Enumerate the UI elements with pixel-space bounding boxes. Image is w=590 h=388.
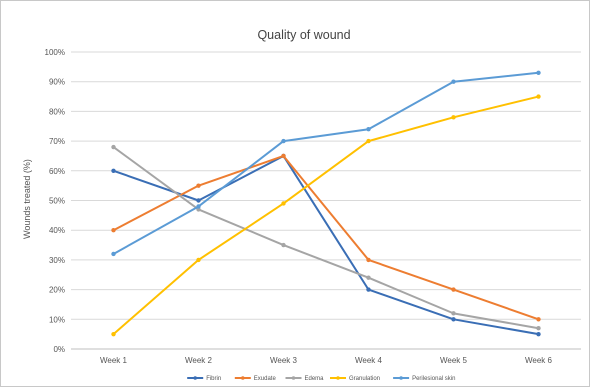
y-tick-label: 10% xyxy=(49,315,65,324)
x-tick-label: Week 5 xyxy=(440,356,468,365)
x-tick-label: Week 3 xyxy=(270,356,298,365)
y-tick-label: 60% xyxy=(49,167,65,176)
legend-item-exudate: Exudate xyxy=(234,376,277,382)
data-point-granulation xyxy=(196,257,201,263)
data-point-fibrin xyxy=(111,168,116,173)
data-point-perilesional-skin xyxy=(281,138,286,144)
data-point-fibrin xyxy=(196,198,201,203)
data-point-edema xyxy=(536,326,541,331)
legend-marker xyxy=(291,376,296,380)
data-point-exudate xyxy=(196,183,201,188)
chart-title: Quality of wound xyxy=(257,28,350,42)
legend-item-granulation: Granulation xyxy=(330,376,380,382)
data-point-edema xyxy=(111,144,116,150)
data-point-exudate xyxy=(281,153,286,159)
series-line-perilesional-skin xyxy=(112,71,540,255)
legend-marker xyxy=(241,376,245,380)
x-tick-label: Week 1 xyxy=(100,356,128,365)
data-point-perilesional-skin xyxy=(366,127,371,132)
y-tick-label: 70% xyxy=(49,137,65,146)
data-point-granulation xyxy=(366,138,371,144)
series-perilesional-skin xyxy=(111,70,541,257)
data-point-exudate xyxy=(366,257,371,263)
y-axis-label: Wounds treated (%) xyxy=(22,159,32,239)
legend-marker xyxy=(336,376,340,380)
data-point-edema xyxy=(366,275,371,280)
series-fibrin xyxy=(111,153,541,337)
y-tick-label: 80% xyxy=(49,107,65,116)
y-tick-label: 40% xyxy=(49,226,65,235)
series-line-edema xyxy=(112,146,540,330)
legend-label: Granulation xyxy=(349,376,380,382)
data-point-exudate xyxy=(451,287,456,292)
legend-label: Exudate xyxy=(254,376,277,382)
data-point-fibrin xyxy=(451,317,456,322)
x-tick-labels: Week 1 Week 2 Week 3 Week 4 Week 5 Week 6 xyxy=(100,356,553,365)
legend-marker xyxy=(399,376,403,380)
legend-item-edema: Edema xyxy=(285,376,325,382)
data-point-granulation xyxy=(111,331,116,337)
data-point-exudate xyxy=(536,317,541,322)
legend-item-fibrin: Fibrin xyxy=(187,376,221,382)
data-point-edema xyxy=(451,311,456,316)
y-tick-label: 30% xyxy=(49,256,65,265)
x-tick-label: Week 6 xyxy=(525,356,553,365)
legend-item-perilesional-skin: Perilesional skin xyxy=(393,376,455,382)
legend-label: Fibrin xyxy=(206,376,221,382)
data-point-granulation xyxy=(536,94,541,99)
y-tick-label: 90% xyxy=(49,78,65,87)
x-tick-label: Week 2 xyxy=(185,356,213,365)
series-granulation xyxy=(111,94,541,337)
series-line-fibrin xyxy=(112,154,540,336)
y-tick-label: 50% xyxy=(49,197,65,206)
series-edema xyxy=(111,144,541,331)
series-exudate xyxy=(111,153,541,322)
data-point-granulation xyxy=(451,115,456,120)
y-tick-labels: 0% 10% 20% 30% 40% 50% 60% 70% 80% 90% 100% xyxy=(45,48,65,354)
data-point-perilesional-skin xyxy=(111,251,116,257)
legend-marker xyxy=(193,376,197,380)
data-point-granulation xyxy=(281,201,286,206)
x-tick-label: Week 4 xyxy=(355,356,383,365)
data-point-perilesional-skin xyxy=(536,70,541,75)
y-tick-label: 0% xyxy=(53,345,65,354)
gridlines xyxy=(71,51,581,350)
data-point-exudate xyxy=(111,228,116,233)
y-tick-label: 20% xyxy=(49,286,65,295)
legend: Fibrin Exudate Edema Granulation Perilesiona… xyxy=(187,376,455,382)
data-point-perilesional-skin xyxy=(196,204,201,209)
data-point-fibrin xyxy=(366,287,371,292)
series-layer xyxy=(111,70,541,337)
legend-label: Perilesional skin xyxy=(412,376,455,382)
data-point-perilesional-skin xyxy=(451,79,456,84)
series-line-granulation xyxy=(112,95,540,336)
data-point-edema xyxy=(281,242,286,248)
y-tick-label: 100% xyxy=(45,48,65,57)
data-point-fibrin xyxy=(536,331,541,337)
legend-label: Edema xyxy=(305,376,325,382)
series-line-exudate xyxy=(112,154,540,321)
